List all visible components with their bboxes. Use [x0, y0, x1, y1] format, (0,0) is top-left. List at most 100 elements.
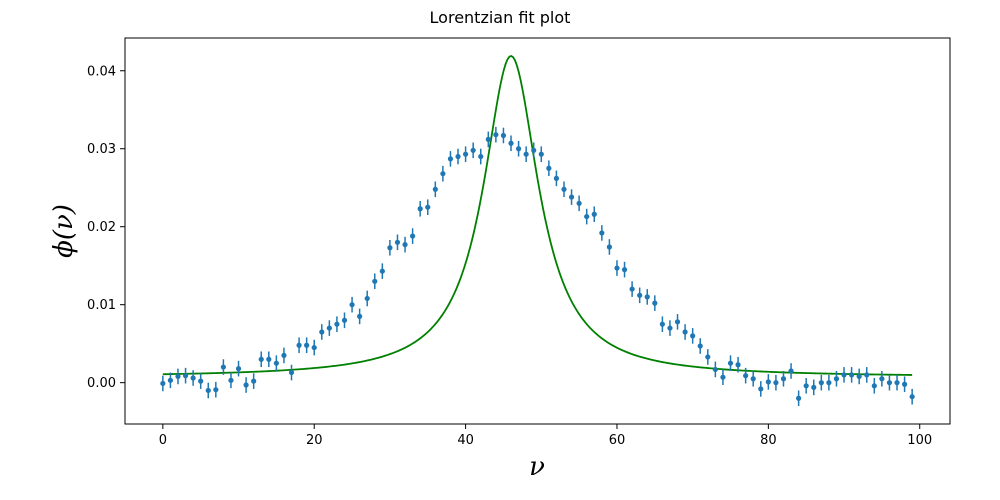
data-point [531, 147, 537, 153]
data-point [379, 268, 385, 274]
data-point [894, 380, 900, 386]
data-point [909, 394, 915, 400]
y-tick-label: 0.04 [87, 64, 116, 79]
data-point [606, 244, 613, 250]
data-point [750, 376, 756, 382]
data-point [682, 329, 688, 335]
data-point [788, 368, 794, 374]
data-point [387, 245, 393, 251]
data-point [334, 321, 340, 327]
data-point [765, 379, 771, 385]
data-point [621, 267, 628, 273]
data-point [364, 295, 370, 302]
data-point [341, 317, 348, 323]
data-point [712, 366, 718, 373]
data-point [311, 344, 317, 351]
x-axis: 0 20 40 60 80 100 [159, 424, 932, 448]
data-point [349, 302, 355, 308]
data-point [705, 354, 711, 360]
data-point [493, 132, 499, 138]
data-point [735, 362, 741, 368]
data-point [584, 213, 590, 220]
data-point [440, 171, 446, 177]
data-point [220, 364, 226, 370]
data-point [879, 376, 885, 382]
y-axis: 0.00 0.01 0.02 0.03 0.04 [87, 64, 125, 391]
data-point [478, 153, 484, 160]
data-point [296, 342, 302, 348]
data-point [727, 360, 734, 366]
data-point [811, 384, 817, 390]
data-point [515, 146, 522, 152]
y-tick-label: 0.01 [87, 298, 116, 313]
data-point [455, 153, 461, 160]
data-point [357, 313, 363, 319]
data-point [546, 165, 552, 171]
data-point [901, 381, 908, 387]
data-point [886, 380, 893, 386]
data-point [697, 343, 703, 349]
data-point [266, 356, 272, 362]
data-point [319, 329, 325, 335]
x-tick-label: 100 [907, 433, 932, 448]
data-point [402, 242, 408, 248]
data-point [667, 325, 673, 331]
data-point [553, 175, 560, 181]
x-tick-label: 60 [609, 433, 626, 448]
y-axis-label: ϕ(ν) [49, 204, 79, 258]
data-point [160, 380, 166, 387]
data-point [833, 376, 840, 382]
plot-frame [124, 37, 951, 425]
plot-area [125, 38, 950, 424]
data-point [591, 211, 597, 217]
data-point [568, 194, 575, 200]
data-point [538, 151, 544, 157]
data-point [523, 151, 529, 157]
data-point [470, 147, 476, 153]
data-point [175, 373, 181, 380]
data-point [773, 380, 779, 386]
data-point [674, 319, 681, 325]
data-point [251, 378, 257, 384]
data-point [326, 325, 332, 331]
data-point [780, 376, 787, 382]
data-point [190, 375, 196, 381]
data-point [167, 377, 174, 383]
data-points-layer [160, 126, 915, 407]
data-point [182, 373, 189, 379]
data-point [500, 132, 507, 139]
data-point [228, 377, 234, 383]
data-point [432, 186, 438, 192]
data-point [281, 352, 287, 358]
data-point [213, 387, 219, 393]
data-point [372, 278, 378, 284]
data-point [856, 373, 862, 380]
data-point [235, 366, 242, 372]
data-point [803, 383, 809, 389]
data-point [198, 378, 204, 384]
data-point [720, 374, 726, 380]
data-point [425, 204, 431, 210]
data-point [690, 333, 696, 339]
chart-title: Lorentzian fit plot [430, 8, 571, 27]
x-tick-label: 20 [306, 433, 323, 448]
data-point [394, 239, 401, 245]
data-point [637, 292, 643, 298]
data-point [826, 380, 832, 386]
data-point [205, 387, 211, 394]
data-point [659, 321, 665, 327]
data-point [599, 230, 605, 236]
y-tick-label: 0.00 [87, 376, 116, 391]
fit-line-layer [162, 54, 913, 376]
data-point [743, 373, 749, 379]
data-point [273, 360, 279, 366]
data-point [864, 372, 870, 378]
data-point [304, 342, 310, 348]
x-tick-label: 0 [159, 433, 167, 448]
data-point [871, 383, 877, 389]
y-tick-label: 0.02 [87, 220, 116, 235]
data-point [576, 200, 582, 206]
data-point [462, 151, 469, 157]
data-point [288, 369, 295, 376]
